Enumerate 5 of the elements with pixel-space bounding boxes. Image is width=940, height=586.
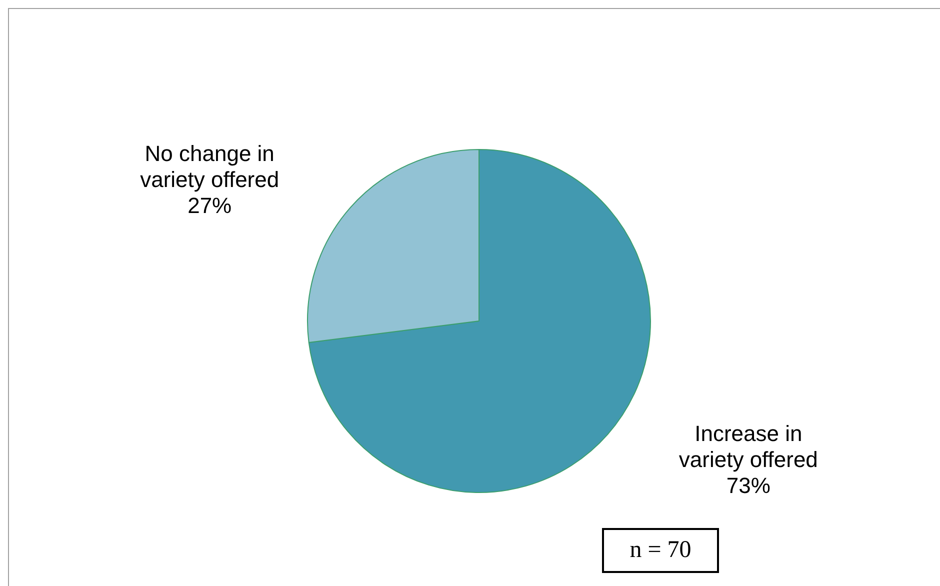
slice-label: Increase in variety offered	[678, 420, 818, 472]
slice-label: No change in variety offered	[140, 141, 280, 192]
text: n = 70	[602, 528, 719, 573]
data-label: 27%	[188, 193, 232, 218]
data-label: 73%	[726, 472, 770, 498]
